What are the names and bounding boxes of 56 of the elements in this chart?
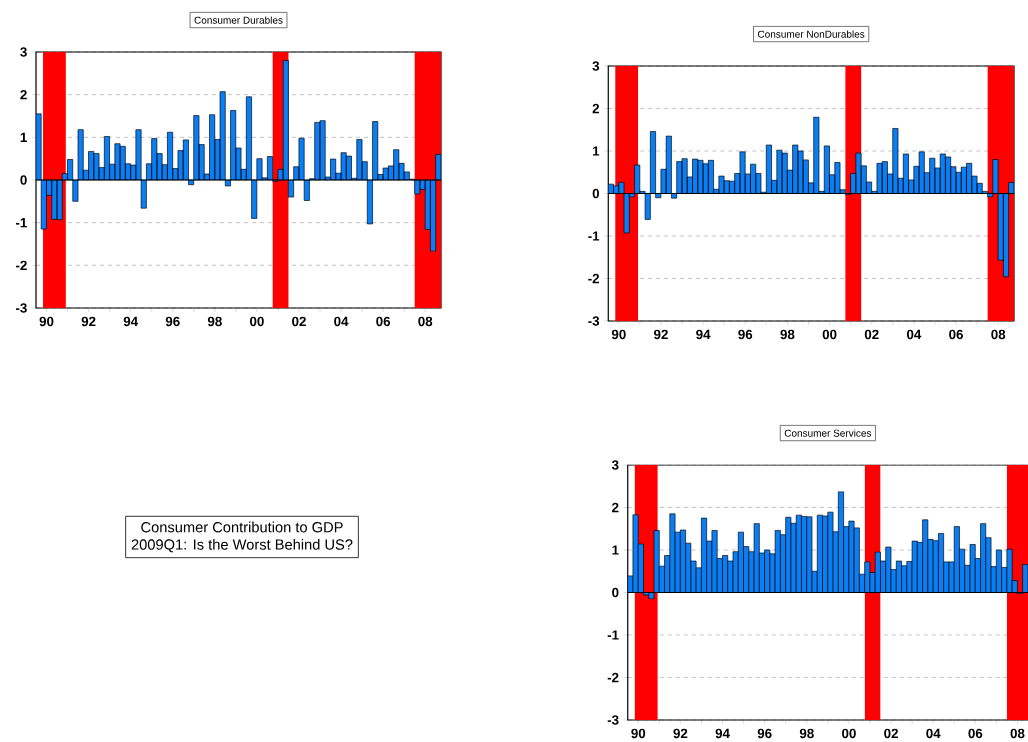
- x-tick-label: 06: [376, 316, 391, 327]
- y-tick-label: 0: [592, 188, 600, 199]
- x-tick-label: 92: [673, 728, 688, 739]
- y-tick-label: 3: [20, 47, 27, 57]
- x-tick-label: 90: [39, 316, 54, 327]
- x-tick-label: 98: [207, 316, 222, 327]
- x-tick-label: 06: [949, 329, 963, 340]
- y-tick-label: -1: [607, 630, 619, 640]
- x-tick-label: 90: [611, 329, 626, 340]
- text: 2009Q1: Is the Worst Behind US?: [131, 538, 353, 553]
- y-tick-label: -1: [15, 218, 27, 228]
- x-tick-label: 96: [757, 728, 772, 739]
- x-tick-label: 92: [654, 329, 668, 340]
- x-tick-label: 00: [250, 316, 264, 327]
- chart-title: Consumer NonDurables: [758, 30, 865, 38]
- x-tick-label: 00: [822, 329, 837, 340]
- y-tick-label: 0: [612, 587, 619, 598]
- x-tick-label: 96: [165, 316, 180, 327]
- x-tick-label: 08: [1010, 728, 1025, 739]
- y-tick-label: -3: [588, 316, 600, 326]
- y-tick-label: -2: [15, 260, 27, 270]
- y-tick-label: 2: [20, 90, 27, 100]
- y-tick-label: 3: [611, 460, 619, 470]
- x-tick-label: 94: [123, 316, 139, 327]
- y-tick-label: 3: [592, 61, 600, 71]
- chart-title: Consumer Durables: [194, 16, 283, 24]
- y-tick-label: -2: [607, 672, 619, 683]
- x-tick-label: 98: [799, 728, 814, 739]
- x-tick-label: 00: [842, 728, 856, 739]
- x-tick-label: 94: [696, 329, 711, 340]
- x-tick-label: 90: [631, 728, 646, 739]
- y-tick-label: 1: [592, 146, 600, 156]
- y-tick-label: 1: [20, 132, 27, 142]
- x-tick-label: 06: [968, 728, 983, 739]
- y-tick-label: 2: [592, 103, 600, 114]
- x-tick-label: 02: [884, 728, 898, 739]
- y-tick-label: -3: [15, 303, 27, 313]
- y-tick-label: -1: [588, 231, 600, 241]
- x-tick-label: 94: [715, 728, 730, 739]
- x-tick-label: 08: [991, 329, 1006, 340]
- text: Consumer Contribution to GDP: [141, 521, 343, 533]
- x-tick-label: 08: [418, 316, 433, 327]
- x-tick-label: 92: [81, 316, 96, 327]
- y-tick-label: -2: [588, 273, 600, 284]
- x-tick-label: 02: [292, 316, 306, 327]
- chart-title: Consumer Services: [784, 429, 872, 437]
- x-tick-label: 96: [738, 329, 753, 340]
- x-tick-label: 04: [334, 316, 349, 327]
- y-tick-label: -3: [607, 715, 619, 725]
- x-tick-label: 04: [926, 728, 941, 739]
- x-tick-label: 04: [906, 329, 922, 340]
- y-tick-label: 1: [612, 545, 619, 555]
- y-tick-label: 2: [612, 502, 619, 513]
- x-tick-label: 02: [864, 329, 879, 340]
- x-tick-label: 98: [780, 329, 795, 340]
- y-tick-label: 0: [20, 175, 27, 185]
